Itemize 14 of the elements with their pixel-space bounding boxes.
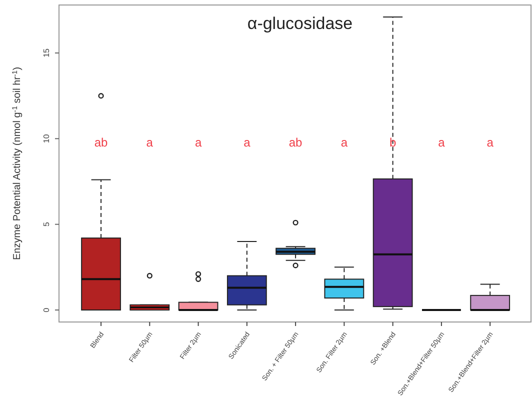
annotation: a: [146, 136, 154, 150]
y-tick-label: 5: [42, 222, 51, 227]
y-tick-label: 0: [42, 307, 51, 312]
annotation: ab: [94, 136, 108, 150]
annotation: a: [194, 136, 202, 150]
text: α-glucosidase: [247, 14, 353, 33]
annotation: a: [244, 136, 251, 150]
annotation: a: [438, 136, 446, 150]
annotation: b: [389, 136, 396, 150]
annotation: a: [486, 136, 494, 150]
annotation: a: [340, 136, 348, 150]
y-tick-label: 15: [42, 48, 51, 58]
annotation: ab: [288, 136, 303, 150]
y-tick-label: 10: [42, 134, 51, 144]
